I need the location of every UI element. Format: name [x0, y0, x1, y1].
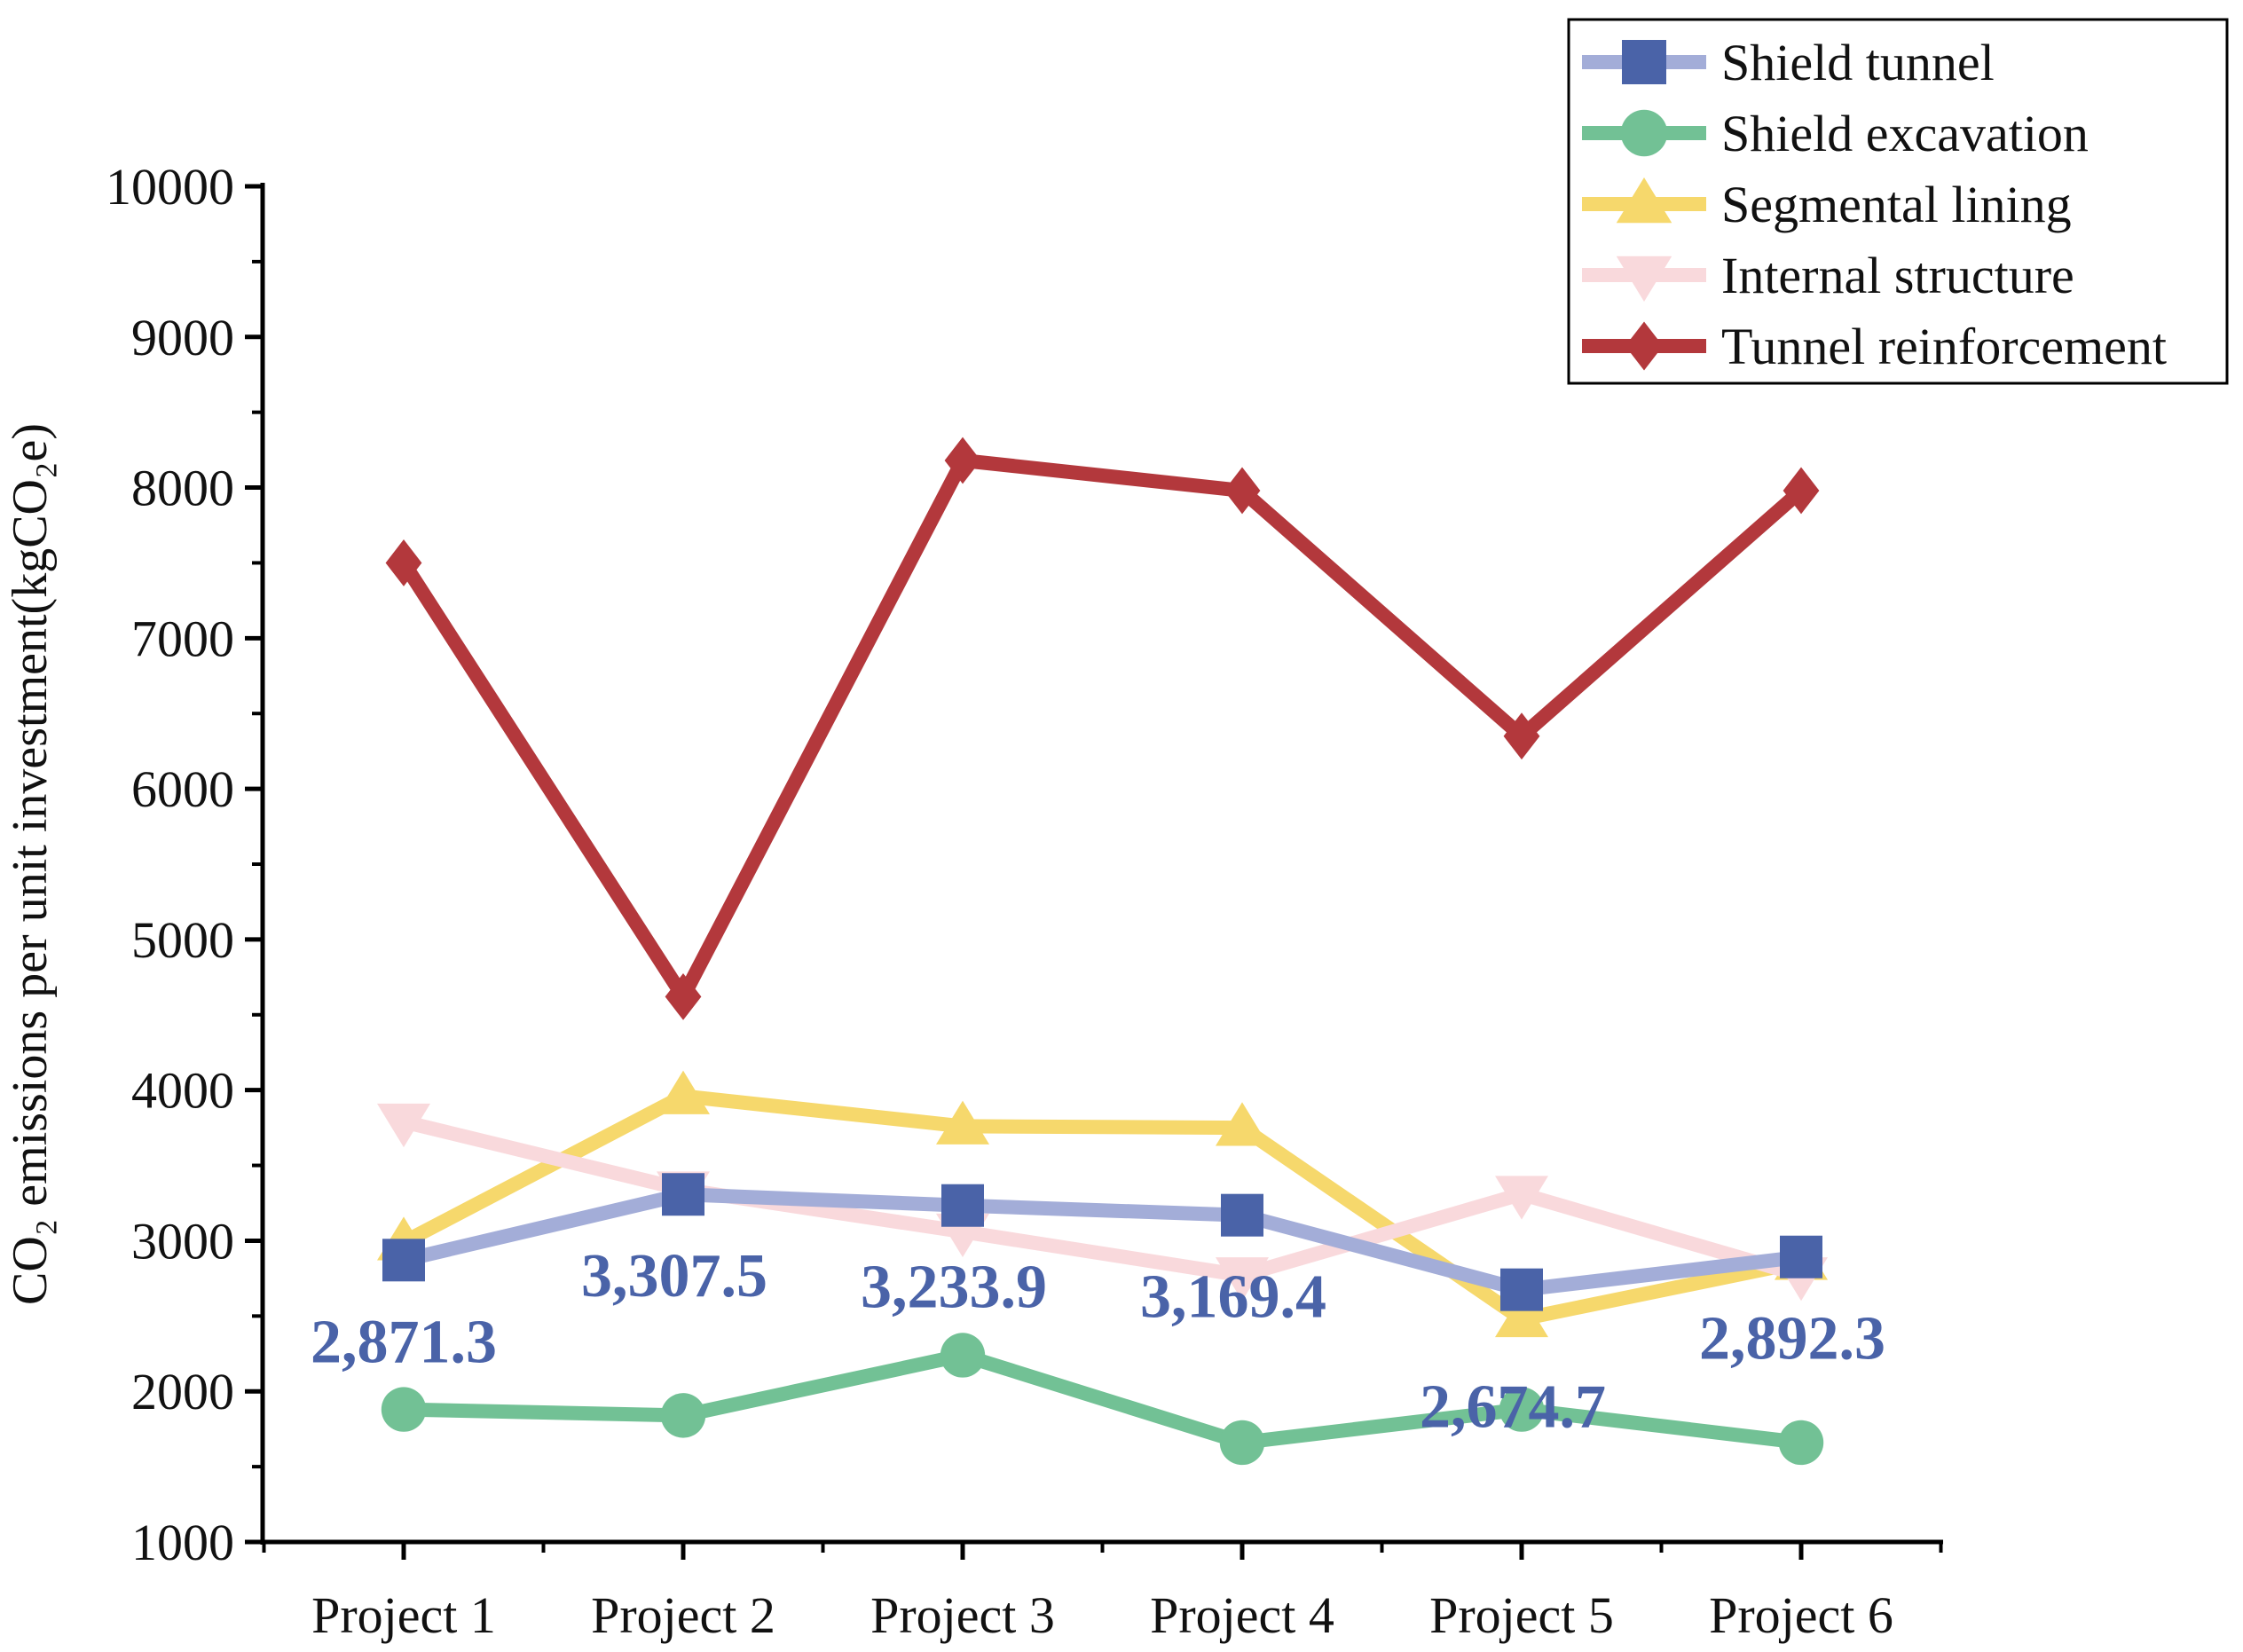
data-label: 2,892.3 — [1699, 1305, 1885, 1373]
segmental-lining-point — [1216, 1102, 1269, 1146]
tunnel-reinforcement-point — [1224, 467, 1261, 515]
legend-label: Segmental lining — [1721, 176, 2072, 233]
segmental-lining-point — [936, 1100, 989, 1145]
legend: Shield tunnel Shield excavation Segmental … — [1567, 18, 2229, 385]
x-tick-label: Project 3 — [870, 1586, 1055, 1644]
tunnel-reinforcement-line — [397, 452, 1808, 1004]
legend-marker — [1622, 40, 1666, 84]
shield-tunnel-point — [941, 1184, 984, 1227]
legend-label: Internal structure — [1721, 247, 2074, 304]
internal-structure-point — [377, 1103, 430, 1148]
tunnel-reinforcement-point — [1783, 467, 1820, 515]
x-tick-label: Project 6 — [1709, 1586, 1893, 1644]
shield-excavation-point — [1778, 1420, 1824, 1466]
series-segmental-lining — [377, 1070, 1828, 1338]
axes: 1000 2000 3000 4000 5000 6000 7000 8000 9000 1000… — [3, 158, 1943, 1644]
y-tick-label: 7000 — [131, 610, 234, 667]
legend-label: Shield tunnel — [1721, 34, 1995, 91]
x-tick-label: Project 4 — [1150, 1586, 1334, 1644]
data-label: 3,307.5 — [581, 1242, 767, 1310]
y-tick-label: 1000 — [131, 1514, 234, 1571]
legend-item-tunnel-reinforcement: Tunnel reinforcement — [1582, 318, 2167, 375]
legend-label: Shield excavation — [1721, 105, 2089, 162]
tunnel-reinforcement-point — [665, 973, 702, 1020]
shield-excavation-point — [660, 1393, 706, 1438]
internal-structure-point — [1216, 1257, 1269, 1302]
legend-marker — [1616, 177, 1672, 224]
legend-marker — [1620, 109, 1668, 157]
internal-structure-point — [1495, 1176, 1548, 1220]
legend-item-shield-excavation: Shield excavation — [1582, 105, 2089, 162]
y-tick-label: 6000 — [131, 760, 234, 818]
legend-item-segmental-lining: Segmental lining — [1582, 176, 2072, 233]
x-tick-label: Project 5 — [1429, 1586, 1614, 1644]
series-tunnel-reinforcement — [385, 437, 1820, 1020]
data-label: 2,674.7 — [1420, 1373, 1606, 1442]
segmental-lining-line — [397, 1089, 1808, 1326]
data-label: 3,233.9 — [861, 1254, 1047, 1322]
series-shield-tunnel — [382, 1173, 1822, 1311]
shield-tunnel-point — [1780, 1235, 1822, 1278]
internal-structure-line — [397, 1114, 1808, 1283]
y-tick-label: 5000 — [131, 911, 234, 969]
segmental-lining-point — [1495, 1293, 1548, 1338]
legend-item-shield-tunnel: Shield tunnel — [1582, 34, 1995, 91]
shield-excavation-point — [1219, 1420, 1265, 1466]
y-axis-title: CO₂ emissions per unit investment(kgCO₂e… — [3, 423, 58, 1305]
legend-marker — [1616, 256, 1672, 302]
x-tick-label: Project 1 — [311, 1586, 496, 1644]
tunnel-reinforcement-point — [385, 539, 422, 586]
shield-tunnel-point — [1221, 1193, 1263, 1237]
shield-tunnel-line — [397, 1187, 1808, 1297]
y-tick-label: 9000 — [131, 309, 234, 366]
shield-tunnel-point — [1500, 1268, 1543, 1311]
y-tick-label: 10000 — [106, 158, 234, 216]
y-tick-label: 8000 — [131, 460, 234, 517]
tunnel-reinforcement-point — [1503, 712, 1540, 760]
data-label: 2,871.3 — [311, 1308, 497, 1376]
shield-excavation-point — [940, 1333, 986, 1378]
tunnel-reinforcement-point — [944, 437, 981, 484]
y-tick-label: 4000 — [131, 1062, 234, 1120]
segmental-lining-point — [657, 1070, 710, 1114]
shield-excavation-point — [1499, 1387, 1545, 1432]
series-shield-excavation — [381, 1333, 1824, 1466]
legend-marker — [1625, 321, 1664, 371]
shield-excavation-point — [381, 1387, 427, 1432]
annotation-layer: 2,871.3 3,307.5 3,233.9 3,169.4 2,674.7 2,892… — [311, 1242, 1885, 1441]
x-tick-label: Project 2 — [591, 1586, 775, 1644]
legend-item-internal-structure: Internal structure — [1582, 247, 2074, 304]
legend-label: Tunnel reinforcement — [1721, 318, 2167, 375]
y-tick-label: 3000 — [131, 1212, 234, 1270]
data-label: 3,169.4 — [1140, 1263, 1326, 1332]
y-tick-label: 2000 — [131, 1363, 234, 1420]
shield-tunnel-point — [662, 1173, 704, 1216]
shield-tunnel-point — [382, 1239, 425, 1282]
series-layer — [377, 437, 1828, 1466]
shield-excavation-line — [397, 1348, 1808, 1450]
